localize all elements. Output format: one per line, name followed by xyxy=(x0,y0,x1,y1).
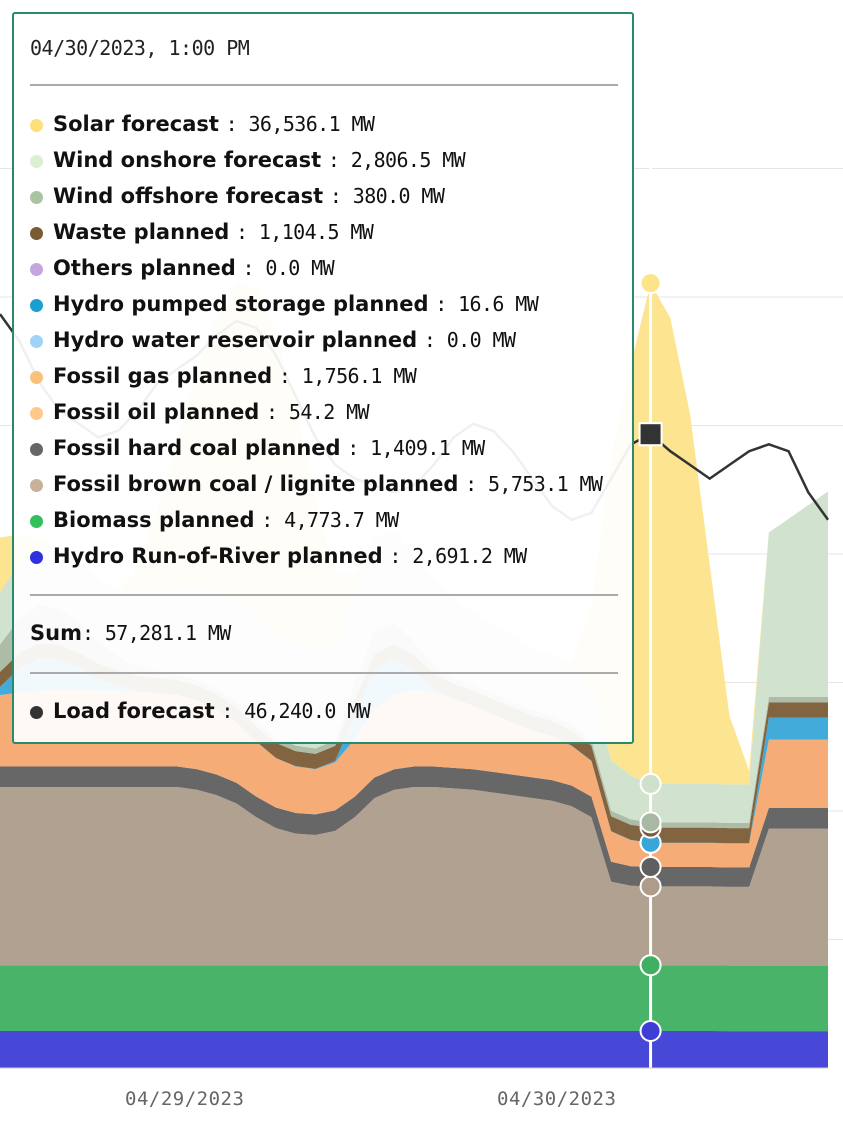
series-label: Fossil brown coal / lignite planned xyxy=(53,472,459,496)
sum-value: : 57,281.1 MW xyxy=(81,621,231,645)
hover-marker xyxy=(639,875,662,898)
hover-marker xyxy=(639,856,662,879)
tooltip-series-row: Biomass planned : 4,773.7 MW xyxy=(30,508,399,532)
area-fossil-hard-coal-planned xyxy=(0,766,828,887)
tooltip-series-row: Solar forecast : 36,536.1 MW xyxy=(30,112,375,136)
area-fossil-brown-coal-lignite-planned xyxy=(0,787,828,966)
hover-marker xyxy=(639,772,662,795)
area-hydro-run-of-river-planned xyxy=(0,1030,828,1068)
series-value: : 1,104.5 MW xyxy=(235,220,374,244)
series-label: Hydro water reservoir planned xyxy=(53,328,418,352)
series-value: : 5,753.1 MW xyxy=(465,472,603,496)
series-value: : 0.0 MW xyxy=(423,328,516,352)
series-label: Fossil oil planned xyxy=(53,400,260,424)
tooltip-series-row: Fossil hard coal planned : 1,409.1 MW xyxy=(30,436,485,460)
tooltip-series-row: Waste planned : 1,104.5 MW xyxy=(30,220,374,244)
legend-dot-icon xyxy=(30,551,43,564)
tooltip-series-row: Hydro pumped storage planned : 16.6 MW xyxy=(30,292,539,316)
tooltip-series-row: Fossil oil planned : 54.2 MW xyxy=(30,400,370,424)
series-value: : 4,773.7 MW xyxy=(261,508,399,532)
legend-dot-icon xyxy=(30,263,43,276)
legend-dot-icon xyxy=(30,371,43,384)
chart-tooltip: 04/30/2023, 1:00 PM Solar forecast : 36,… xyxy=(12,12,634,744)
tooltip-series-row: Hydro water reservoir planned : 0.0 MW xyxy=(30,328,516,352)
load-value: : 46,240.0 MW xyxy=(221,699,371,723)
series-value: : 1,409.1 MW xyxy=(347,436,485,460)
x-tick-label: 04/29/2023 xyxy=(125,1088,245,1110)
series-value: : 54.2 MW xyxy=(266,400,370,424)
tooltip-series-row: Fossil gas planned : 1,756.1 MW xyxy=(30,364,417,388)
series-value: : 2,806.5 MW xyxy=(327,148,466,172)
hover-marker xyxy=(638,422,663,447)
series-value: : 0.0 MW xyxy=(242,256,335,280)
hover-marker xyxy=(639,1019,662,1042)
tooltip-timestamp: 04/30/2023, 1:00 PM xyxy=(30,36,250,60)
series-value: : 2,691.2 MW xyxy=(389,544,527,568)
tooltip-series-row: Wind offshore forecast : 380.0 MW xyxy=(30,184,445,208)
series-label: Hydro pumped storage planned xyxy=(53,292,429,316)
series-label: Others planned xyxy=(53,256,236,280)
legend-dot-icon xyxy=(30,443,43,456)
series-label: Fossil gas planned xyxy=(53,364,273,388)
series-label: Wind onshore forecast xyxy=(53,148,322,172)
legend-dot-icon xyxy=(30,227,43,240)
series-label: Waste planned xyxy=(53,220,230,244)
series-value: : 380.0 MW xyxy=(329,184,445,208)
tooltip-divider xyxy=(30,84,618,86)
tooltip-divider xyxy=(30,594,618,596)
sum-label: Sum xyxy=(30,621,82,645)
series-label: Solar forecast xyxy=(53,112,219,136)
area-biomass-planned xyxy=(0,965,828,1032)
tooltip-series-row: Fossil brown coal / lignite planned : 5,… xyxy=(30,472,603,496)
series-value: : 16.6 MW xyxy=(435,292,539,316)
legend-dot-icon xyxy=(30,407,43,420)
legend-dot-icon xyxy=(30,515,43,528)
legend-dot-icon xyxy=(30,479,43,492)
legend-dot-icon xyxy=(30,335,43,348)
series-value: : 36,536.1 MW xyxy=(225,112,375,136)
tooltip-load-row: Load forecast : 46,240.0 MW xyxy=(30,699,371,723)
hover-marker xyxy=(639,811,662,834)
legend-dot-icon xyxy=(30,299,43,312)
legend-dot-icon xyxy=(30,155,43,168)
load-label: Load forecast xyxy=(53,699,215,723)
series-label: Fossil hard coal planned xyxy=(53,436,341,460)
hover-markers xyxy=(638,272,663,1042)
series-label: Hydro Run-of-River planned xyxy=(53,544,383,568)
legend-dot-icon xyxy=(30,706,43,719)
hover-marker xyxy=(639,272,662,295)
series-value: : 1,756.1 MW xyxy=(278,364,417,388)
series-label: Wind offshore forecast xyxy=(53,184,324,208)
legend-dot-icon xyxy=(30,191,43,204)
tooltip-series-row: Wind onshore forecast : 2,806.5 MW xyxy=(30,148,466,172)
series-label: Biomass planned xyxy=(53,508,255,532)
tooltip-divider xyxy=(30,672,618,674)
tooltip-series-row: Others planned : 0.0 MW xyxy=(30,256,335,280)
tooltip-sum-row: Sum: 57,281.1 MW xyxy=(30,621,231,645)
legend-dot-icon xyxy=(30,119,43,132)
x-tick-label: 04/30/2023 xyxy=(497,1088,617,1110)
tooltip-series-row: Hydro Run-of-River planned : 2,691.2 MW xyxy=(30,544,527,568)
hover-marker xyxy=(639,954,662,977)
